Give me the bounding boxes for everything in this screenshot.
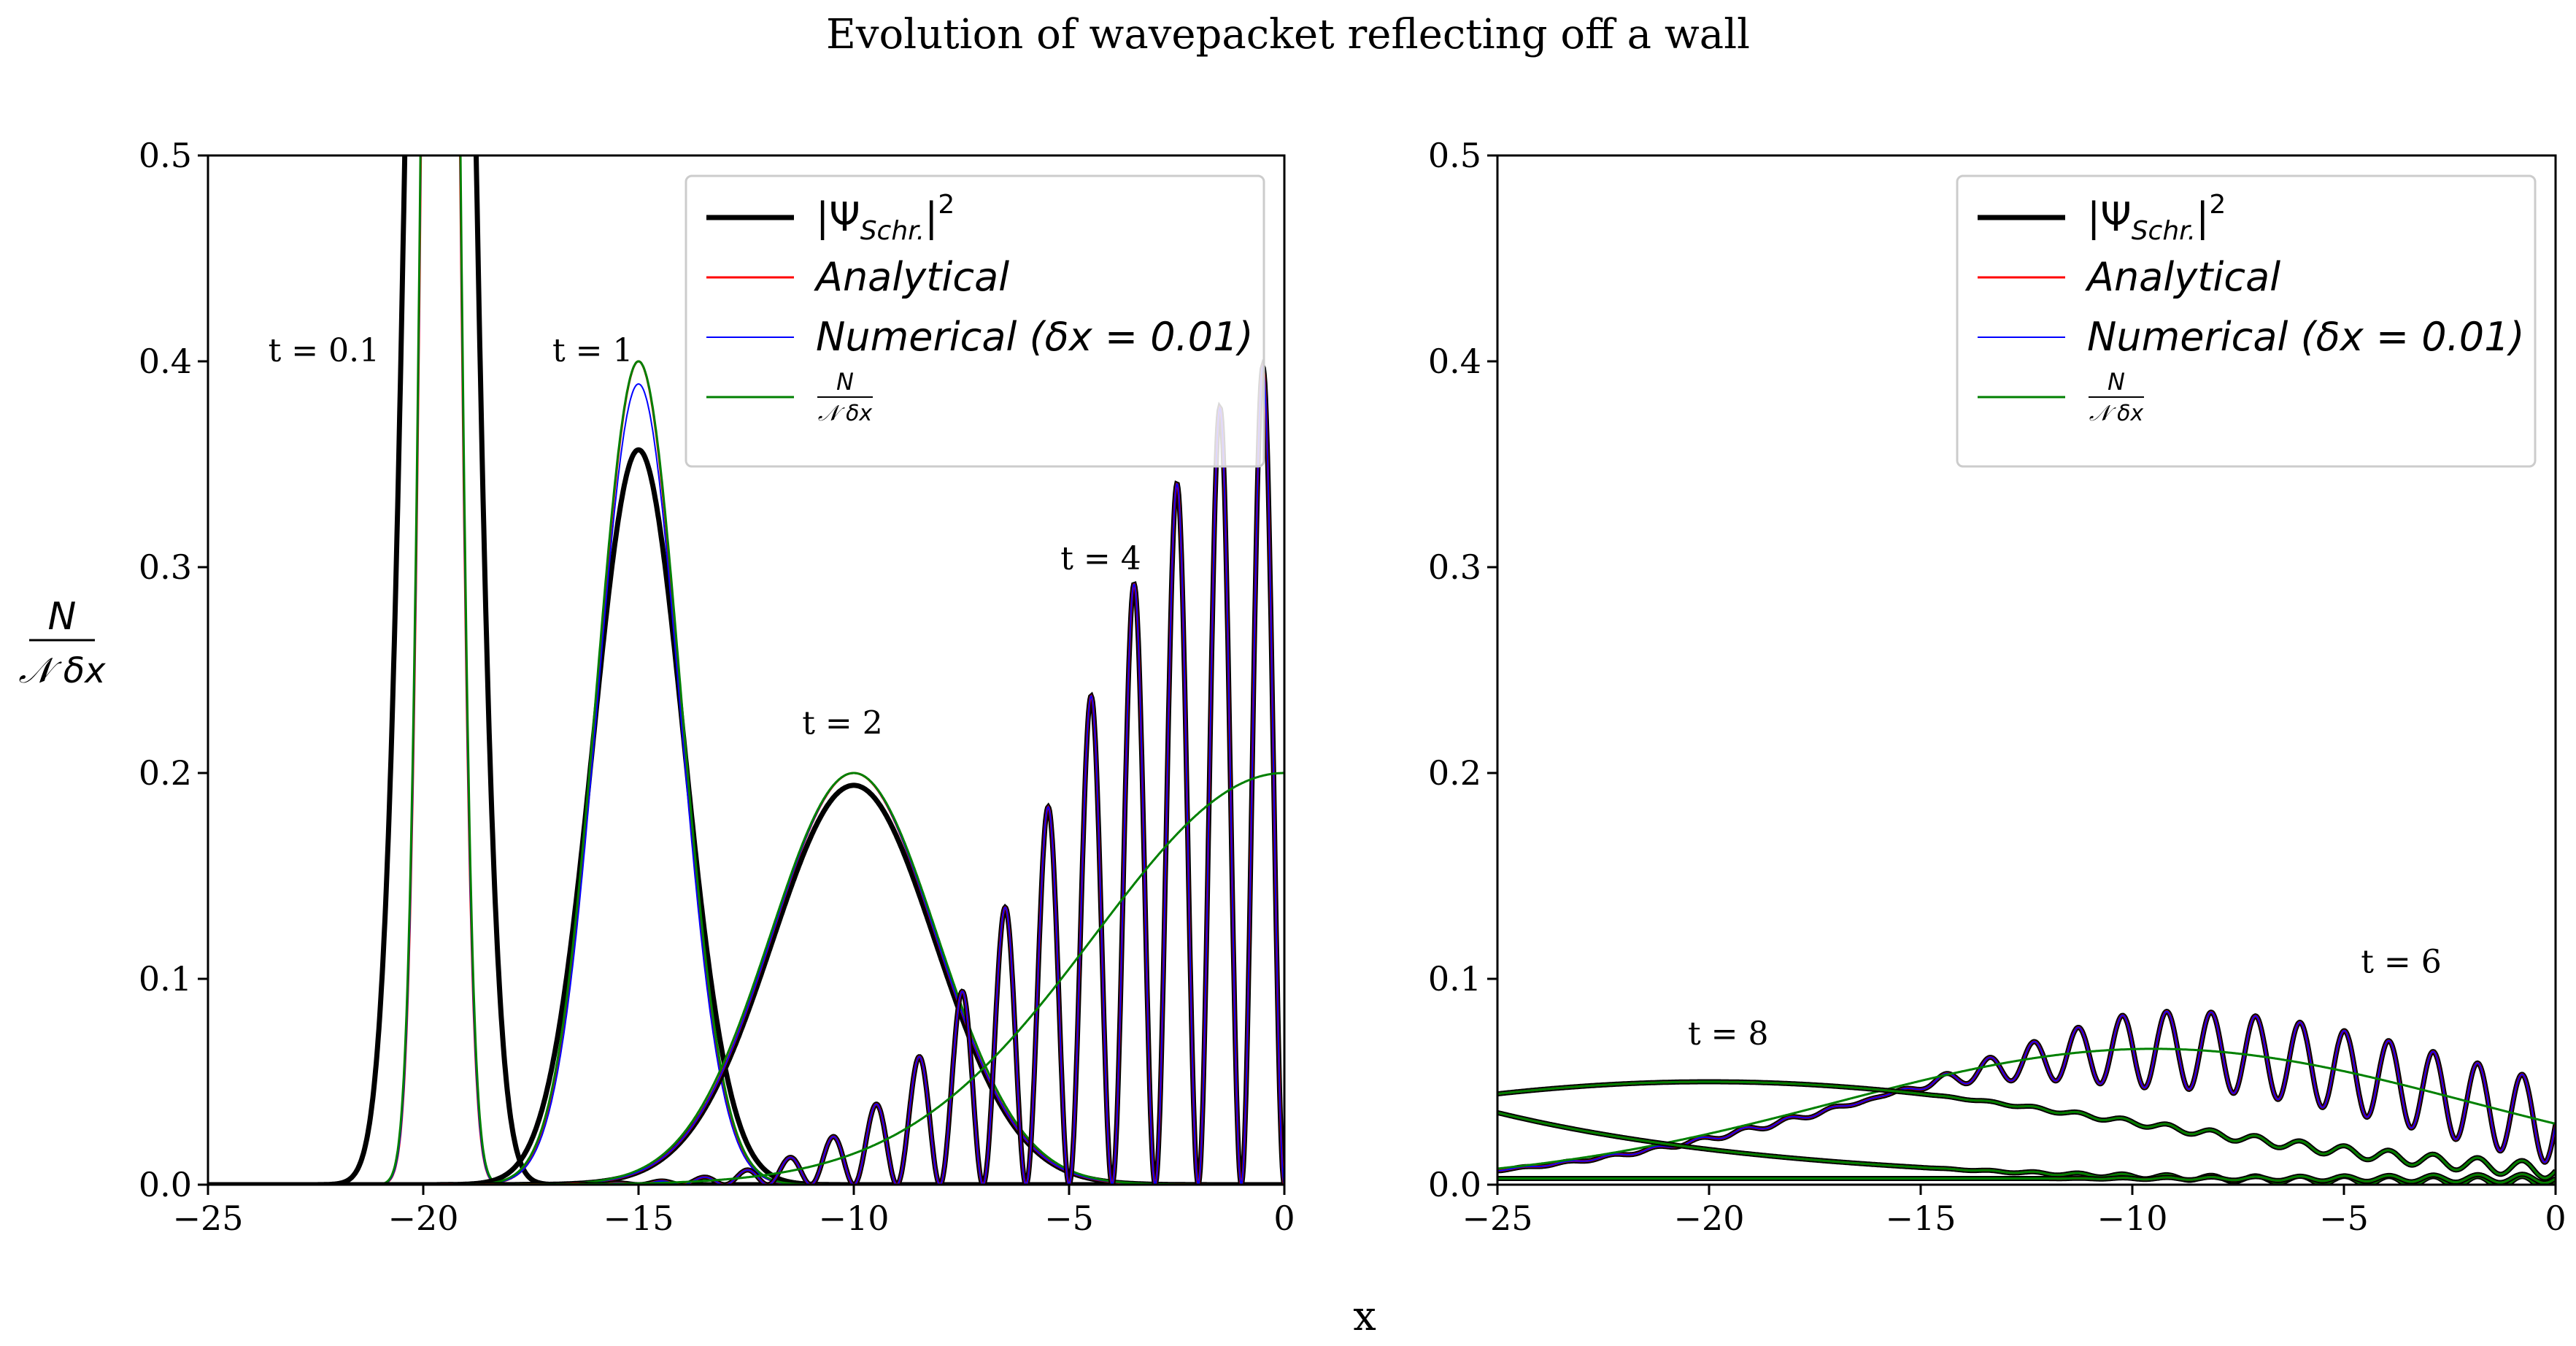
series-ratio-t0_1 xyxy=(208,155,1284,1185)
x-tick-label: −25 xyxy=(172,1199,243,1238)
legend-label-ratio-den: 𝒩 δx xyxy=(2089,401,2144,426)
x-tick-label: −20 xyxy=(1673,1199,1744,1238)
series-ratio-t6 xyxy=(1497,1047,2556,1170)
legend-label-numerical: Numerical (δx = 0.01) xyxy=(2087,314,2525,360)
legend-right: |ΨSchr.|2 Analytical Numerical (δx = 0.01)… xyxy=(1956,174,2537,468)
y-tick-label: 0.0 xyxy=(139,1165,192,1204)
y-tick-label: 0.0 xyxy=(1428,1165,1481,1204)
series-numerical-t4 xyxy=(208,364,1284,1185)
annotations-left: t = 0.1 t = 1 t = 2 t = 4 xyxy=(269,332,1141,742)
y-axis-label: N 𝒩 δx xyxy=(18,595,106,691)
legend-box xyxy=(685,174,1265,468)
plot-area-left xyxy=(208,155,1284,1185)
annotation-t: t = 4 xyxy=(1060,540,1141,577)
x-tick-label: −10 xyxy=(818,1199,889,1238)
legend-label-numerical: Numerical (δx = 0.01) xyxy=(816,314,1254,360)
legend-box xyxy=(1956,174,2537,468)
series-ratio-t2 xyxy=(208,772,1284,1185)
annotation-t: t = 1 xyxy=(552,332,633,369)
annotation-t: t = 0.1 xyxy=(269,332,379,369)
x-tick-label: 0 xyxy=(2545,1199,2566,1238)
series-ratio-t4 xyxy=(208,772,1284,1185)
y-tick-label: 0.3 xyxy=(139,547,192,587)
y-axis-label-denominator: 𝒩 δx xyxy=(18,650,106,691)
x-tick-label: −5 xyxy=(1044,1199,1094,1238)
x-tick-label: −10 xyxy=(2097,1199,2167,1238)
series-analytical-t4 xyxy=(208,363,1284,1185)
panel-left: −25 −20 −15 −10 −5 0 0.0 0.1 0.2 0.3 0.4 0.5 t = 0.… xyxy=(139,136,1295,1238)
annotation-t: t = 2 xyxy=(802,704,883,742)
series-schr-t4 xyxy=(208,358,1284,1185)
axes-frame-right xyxy=(1496,154,2557,1186)
series-analytical-t8 xyxy=(1497,1080,2556,1180)
axes-frame-left xyxy=(207,154,1286,1186)
legend-label-ratio-den: 𝒩 δx xyxy=(818,401,873,426)
legend-label-schr: |ΨSchr.|2 xyxy=(2087,190,2226,246)
series-numerical-t8 xyxy=(1497,1081,2556,1179)
y-tick-label: 0.5 xyxy=(1428,136,1481,175)
x-axis-label: x xyxy=(1353,1293,1376,1340)
y-axis-label-numerator: N xyxy=(48,595,77,639)
legend-label-ratio: N xyxy=(836,368,854,396)
plot-area-right xyxy=(1497,1008,2556,1185)
series-analytical-t1 xyxy=(208,360,1284,1185)
annotation-t: t = 8 xyxy=(1688,1015,1769,1053)
series-numerical-t6 xyxy=(1497,1010,2556,1172)
chart-title: Evolution of wavepacket reflecting off a… xyxy=(826,11,1750,58)
x-tick-label: −15 xyxy=(1885,1199,1956,1238)
series-schr-t0_1 xyxy=(208,155,1284,1185)
y-tick-label: 0.2 xyxy=(139,753,192,793)
series-ratio-t8 xyxy=(1497,1080,2556,1180)
y-tick-label: 0.5 xyxy=(139,136,192,175)
panel-right: −25 −20 −15 −10 −5 00.00.10.20.30.40.5 t = 6t… xyxy=(1428,136,2567,1238)
series-numerical-t1 xyxy=(208,382,1284,1185)
series-ratio-branch-1 xyxy=(1497,1173,2556,1185)
x-tick-label: −20 xyxy=(387,1199,458,1238)
annotations-right: t = 6 t = 8 xyxy=(1688,944,2442,1053)
legend-label-ratio: N xyxy=(2108,368,2125,396)
ticks-right: −25 −20 −15 −10 −5 0 0.0 0.1 0.2 0.3 0.4 0.5 xyxy=(1428,136,2567,1238)
legend-left: |ΨSchr.|2 Analytical Numerical (δx = 0.01)… xyxy=(685,174,1265,468)
series-schr-t8 xyxy=(1497,1079,2556,1181)
y-tick-label: 0.4 xyxy=(1428,342,1481,381)
ticks-left: −25 −20 −15 −10 −5 0 0.0 0.1 0.2 0.3 0.4 0.5 xyxy=(139,136,1295,1238)
x-tick-label: −25 xyxy=(1462,1199,1532,1238)
legend-label-analytical: Analytical xyxy=(814,254,1009,300)
x-tick-label: 0 xyxy=(1273,1199,1295,1238)
series-schr-t1 xyxy=(208,447,1284,1185)
x-tick-label: −5 xyxy=(2319,1199,2369,1238)
legend-label-analytical: Analytical xyxy=(2085,254,2280,300)
annotation-t: t = 6 xyxy=(2361,944,2442,981)
y-tick-label: 0.3 xyxy=(1428,547,1481,587)
y-tick-label: 0.4 xyxy=(139,342,192,381)
y-tick-label: 0.1 xyxy=(139,959,192,999)
y-tick-label: 0.1 xyxy=(1428,959,1481,999)
legend-label-schr: |ΨSchr.|2 xyxy=(816,190,955,246)
series-ratio-t1 xyxy=(208,360,1284,1185)
x-tick-label: −15 xyxy=(603,1199,674,1238)
y-tick-label: 0.2 xyxy=(1428,753,1481,793)
